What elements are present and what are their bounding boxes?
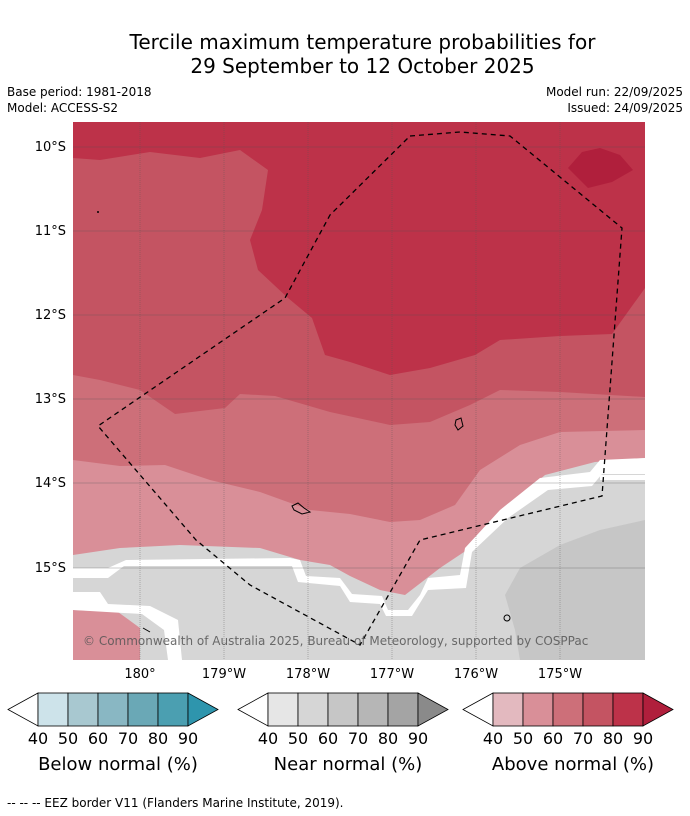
legend-title: Above normal (%)	[492, 754, 654, 775]
legend-swatch	[267, 692, 299, 727]
legend-tick: 90	[178, 729, 198, 748]
gridlines	[73, 122, 645, 660]
legend-near-normal: 40 50 60 70 80 90 Near normal (%)	[237, 692, 449, 775]
lon-label: 179°W	[202, 667, 246, 682]
lon-label: 178°W	[286, 667, 330, 682]
legend-extend-high	[187, 692, 219, 727]
white-band-east	[73, 458, 645, 616]
legend-swatch	[37, 692, 69, 727]
legend-tick: 70	[348, 729, 368, 748]
legend-tick: 60	[543, 729, 563, 748]
zone-above-70-patch	[94, 304, 116, 318]
legend-tick: 70	[118, 729, 138, 748]
issued-date: Issued: 24/09/2025	[567, 101, 683, 115]
map-title: Tercile maximum temperature probabilitie…	[0, 30, 690, 78]
lat-labels: 10°S 11°S 12°S 13°S 14°S 15°S	[35, 140, 66, 576]
zone-above-50-sw	[73, 610, 140, 660]
legend-swatch	[97, 692, 129, 727]
island-1	[454, 417, 464, 431]
lon-label: 175°W	[538, 667, 582, 682]
legend-swatch	[552, 692, 584, 727]
legend-tick: 40	[483, 729, 503, 748]
lat-label: 14°S	[35, 476, 66, 491]
legend-extend-low	[237, 692, 269, 727]
lat-label: 10°S	[35, 140, 66, 155]
island-2	[291, 502, 312, 515]
meta-right: Model run: 22/09/2025 Issued: 24/09/2025	[546, 84, 683, 116]
legend-swatch	[522, 692, 554, 727]
legend-swatch	[492, 692, 524, 727]
legend-tick: 40	[28, 729, 48, 748]
lon-label: 177°W	[370, 667, 414, 682]
legend-tick: 60	[318, 729, 338, 748]
zone-near-60-southeast	[505, 520, 645, 660]
legend-above-normal: 40 50 60 70 80 90 Above normal (%)	[462, 692, 674, 775]
legend-tick: 40	[258, 729, 278, 748]
legend-below-normal: 40 50 60 70 80 90 Below normal (%)	[7, 692, 219, 775]
legend-swatch	[582, 692, 614, 727]
legend-tick: 80	[378, 729, 398, 748]
legend-swatch	[127, 692, 159, 727]
lon-label: 180°	[124, 667, 155, 682]
legend-swatch	[612, 692, 644, 727]
legend-extend-low	[462, 692, 494, 727]
legend-tick: 90	[633, 729, 653, 748]
legend-extend-high	[642, 692, 674, 727]
lat-label: 13°S	[35, 392, 66, 407]
legend-extend-high	[417, 692, 449, 727]
eez-footnote: -- -- -- EEZ border V11 (Flanders Marine…	[7, 796, 344, 810]
white-band-west	[73, 592, 182, 660]
lat-label: 11°S	[35, 224, 66, 239]
zone-above-90	[568, 148, 633, 188]
title-line-1: Tercile maximum temperature probabilitie…	[129, 30, 596, 54]
legend-title: Below normal (%)	[38, 754, 198, 775]
island-4	[97, 211, 99, 213]
legend-swatch	[387, 692, 419, 727]
legend-swatch	[157, 692, 189, 727]
lat-label: 12°S	[35, 308, 66, 323]
lon-label: 176°W	[454, 667, 498, 682]
legend-extend-low	[7, 692, 39, 727]
legend-tick: 80	[603, 729, 623, 748]
legend-swatch	[67, 692, 99, 727]
model-run: Model run: 22/09/2025	[545, 85, 683, 99]
legend-tick: 60	[88, 729, 108, 748]
model-name: Model: ACCESS-S2	[7, 101, 119, 115]
legend-tick: 50	[58, 729, 78, 748]
island-5	[142, 627, 151, 633]
zone-above-80	[73, 122, 645, 375]
legend-title: Near normal (%)	[274, 754, 423, 775]
title-line-2: 29 September to 12 October 2025	[190, 54, 535, 78]
attribution: © Commonwealth of Australia 2025, Bureau…	[83, 634, 588, 648]
probability-map	[73, 122, 645, 660]
legend-tick: 70	[573, 729, 593, 748]
legend-swatch	[297, 692, 329, 727]
eez-border	[97, 131, 623, 646]
lon-labels: 180° 179°W 178°W 177°W 176°W 175°W	[124, 667, 582, 682]
legend-swatch	[327, 692, 359, 727]
legend-tick: 90	[408, 729, 428, 748]
base-period: Base period: 1981-2018	[7, 85, 152, 99]
legend-tick: 50	[513, 729, 533, 748]
legend-tick: 50	[288, 729, 308, 748]
lat-label: 15°S	[35, 561, 66, 576]
island-3	[503, 614, 511, 622]
legend-swatch	[357, 692, 389, 727]
legend-tick: 80	[148, 729, 168, 748]
meta-left: Base period: 1981-2018 Model: ACCESS-S2	[7, 84, 152, 116]
white-band-ne	[600, 475, 645, 480]
